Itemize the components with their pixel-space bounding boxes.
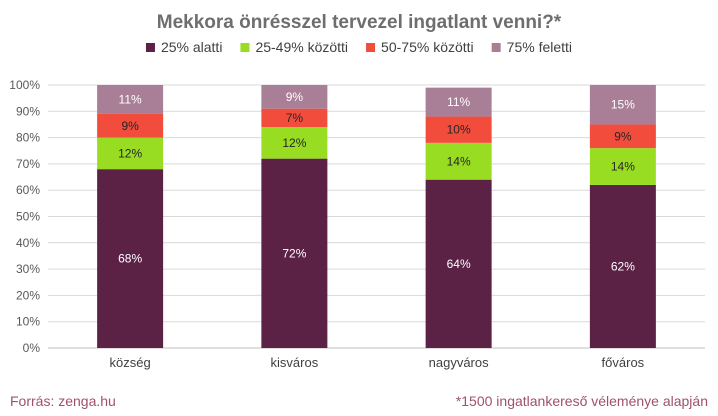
- bars: 68% 12% 9% 11% 72% 12% 7% 9% 64% 14% 10% 11% 62% 14% 9…: [97, 85, 656, 348]
- data-label: 14%: [611, 160, 635, 174]
- legend: 25% alatti 25-49% közötti 50-75% közötti 75…: [145, 39, 572, 55]
- y-tick-label: 50%: [16, 210, 40, 224]
- data-label: 9%: [121, 119, 139, 133]
- legend-swatch: [491, 43, 501, 52]
- bar-segment: [261, 108, 328, 128]
- chart-title: Mekkora önrésszel tervezel ingatlant ven…: [157, 12, 562, 33]
- bar-segment: [261, 127, 328, 159]
- data-label: 10%: [447, 123, 471, 137]
- data-label: 14%: [447, 154, 471, 168]
- data-label: 64%: [447, 257, 471, 271]
- bar-segment: [589, 184, 656, 348]
- footnote-text: *1500 ingatlankereső véleménye alapján: [456, 393, 708, 409]
- legend-item: 75% feletti: [491, 39, 572, 55]
- legend-swatch: [145, 43, 155, 52]
- legend-label: 25% alatti: [161, 39, 222, 55]
- data-label: 9%: [614, 129, 632, 143]
- y-tick-label: 100%: [9, 78, 40, 92]
- x-tick-label: nagyváros: [429, 355, 489, 370]
- data-label: 68%: [118, 252, 142, 266]
- x-tick-label: község: [110, 355, 151, 370]
- data-label: 15%: [611, 98, 635, 112]
- bar-segment: [425, 87, 492, 117]
- data-label: 7%: [286, 111, 304, 125]
- legend-swatch: [240, 43, 250, 52]
- bar-segment: [97, 113, 164, 138]
- x-axis: község kisváros nagyváros főváros: [110, 355, 645, 370]
- legend-item: 50-75% közötti: [366, 39, 474, 55]
- data-label: 62%: [611, 259, 635, 273]
- data-label: 12%: [118, 146, 142, 160]
- x-tick-label: főváros: [602, 355, 645, 370]
- bar-segment: [589, 85, 656, 125]
- bar-segment: [425, 116, 492, 143]
- legend-label: 50-75% közötti: [381, 39, 474, 55]
- bar-segment: [589, 148, 656, 185]
- y-tick-label: 90%: [16, 104, 40, 118]
- y-tick-label: 70%: [16, 157, 40, 171]
- data-label: 11%: [119, 92, 142, 106]
- y-tick-label: 80%: [16, 131, 40, 145]
- legend-label: 25-49% közötti: [255, 39, 348, 55]
- data-label: 11%: [447, 95, 470, 109]
- y-tick-label: 30%: [16, 262, 40, 276]
- bar-segment: [97, 169, 164, 348]
- bar-segment: [425, 179, 492, 348]
- data-label: 72%: [282, 246, 306, 260]
- bar-segment: [261, 158, 328, 348]
- y-tick-label: 60%: [16, 183, 40, 197]
- legend-swatch: [366, 43, 376, 52]
- bar-segment: [589, 124, 656, 149]
- bar-segment: [425, 142, 492, 180]
- legend-item: 25% alatti: [145, 39, 222, 55]
- legend-item: 25-49% közötti: [240, 39, 348, 55]
- source-text: Forrás: zenga.hu: [10, 393, 116, 409]
- legend-label: 75% feletti: [507, 39, 572, 55]
- data-label: 12%: [282, 136, 306, 150]
- y-tick-label: 0%: [23, 341, 41, 355]
- y-axis: 0% 10% 20% 30% 40% 50% 60% 70% 80% 90% 100%: [9, 78, 40, 355]
- bar-segment: [261, 85, 328, 109]
- bar-segment: [97, 137, 164, 170]
- bar-segment: [97, 85, 164, 114]
- x-tick-label: kisváros: [271, 355, 319, 370]
- y-tick-label: 20%: [16, 288, 40, 302]
- data-label: 9%: [286, 90, 304, 104]
- y-tick-label: 40%: [16, 236, 40, 250]
- y-tick-label: 10%: [16, 315, 40, 329]
